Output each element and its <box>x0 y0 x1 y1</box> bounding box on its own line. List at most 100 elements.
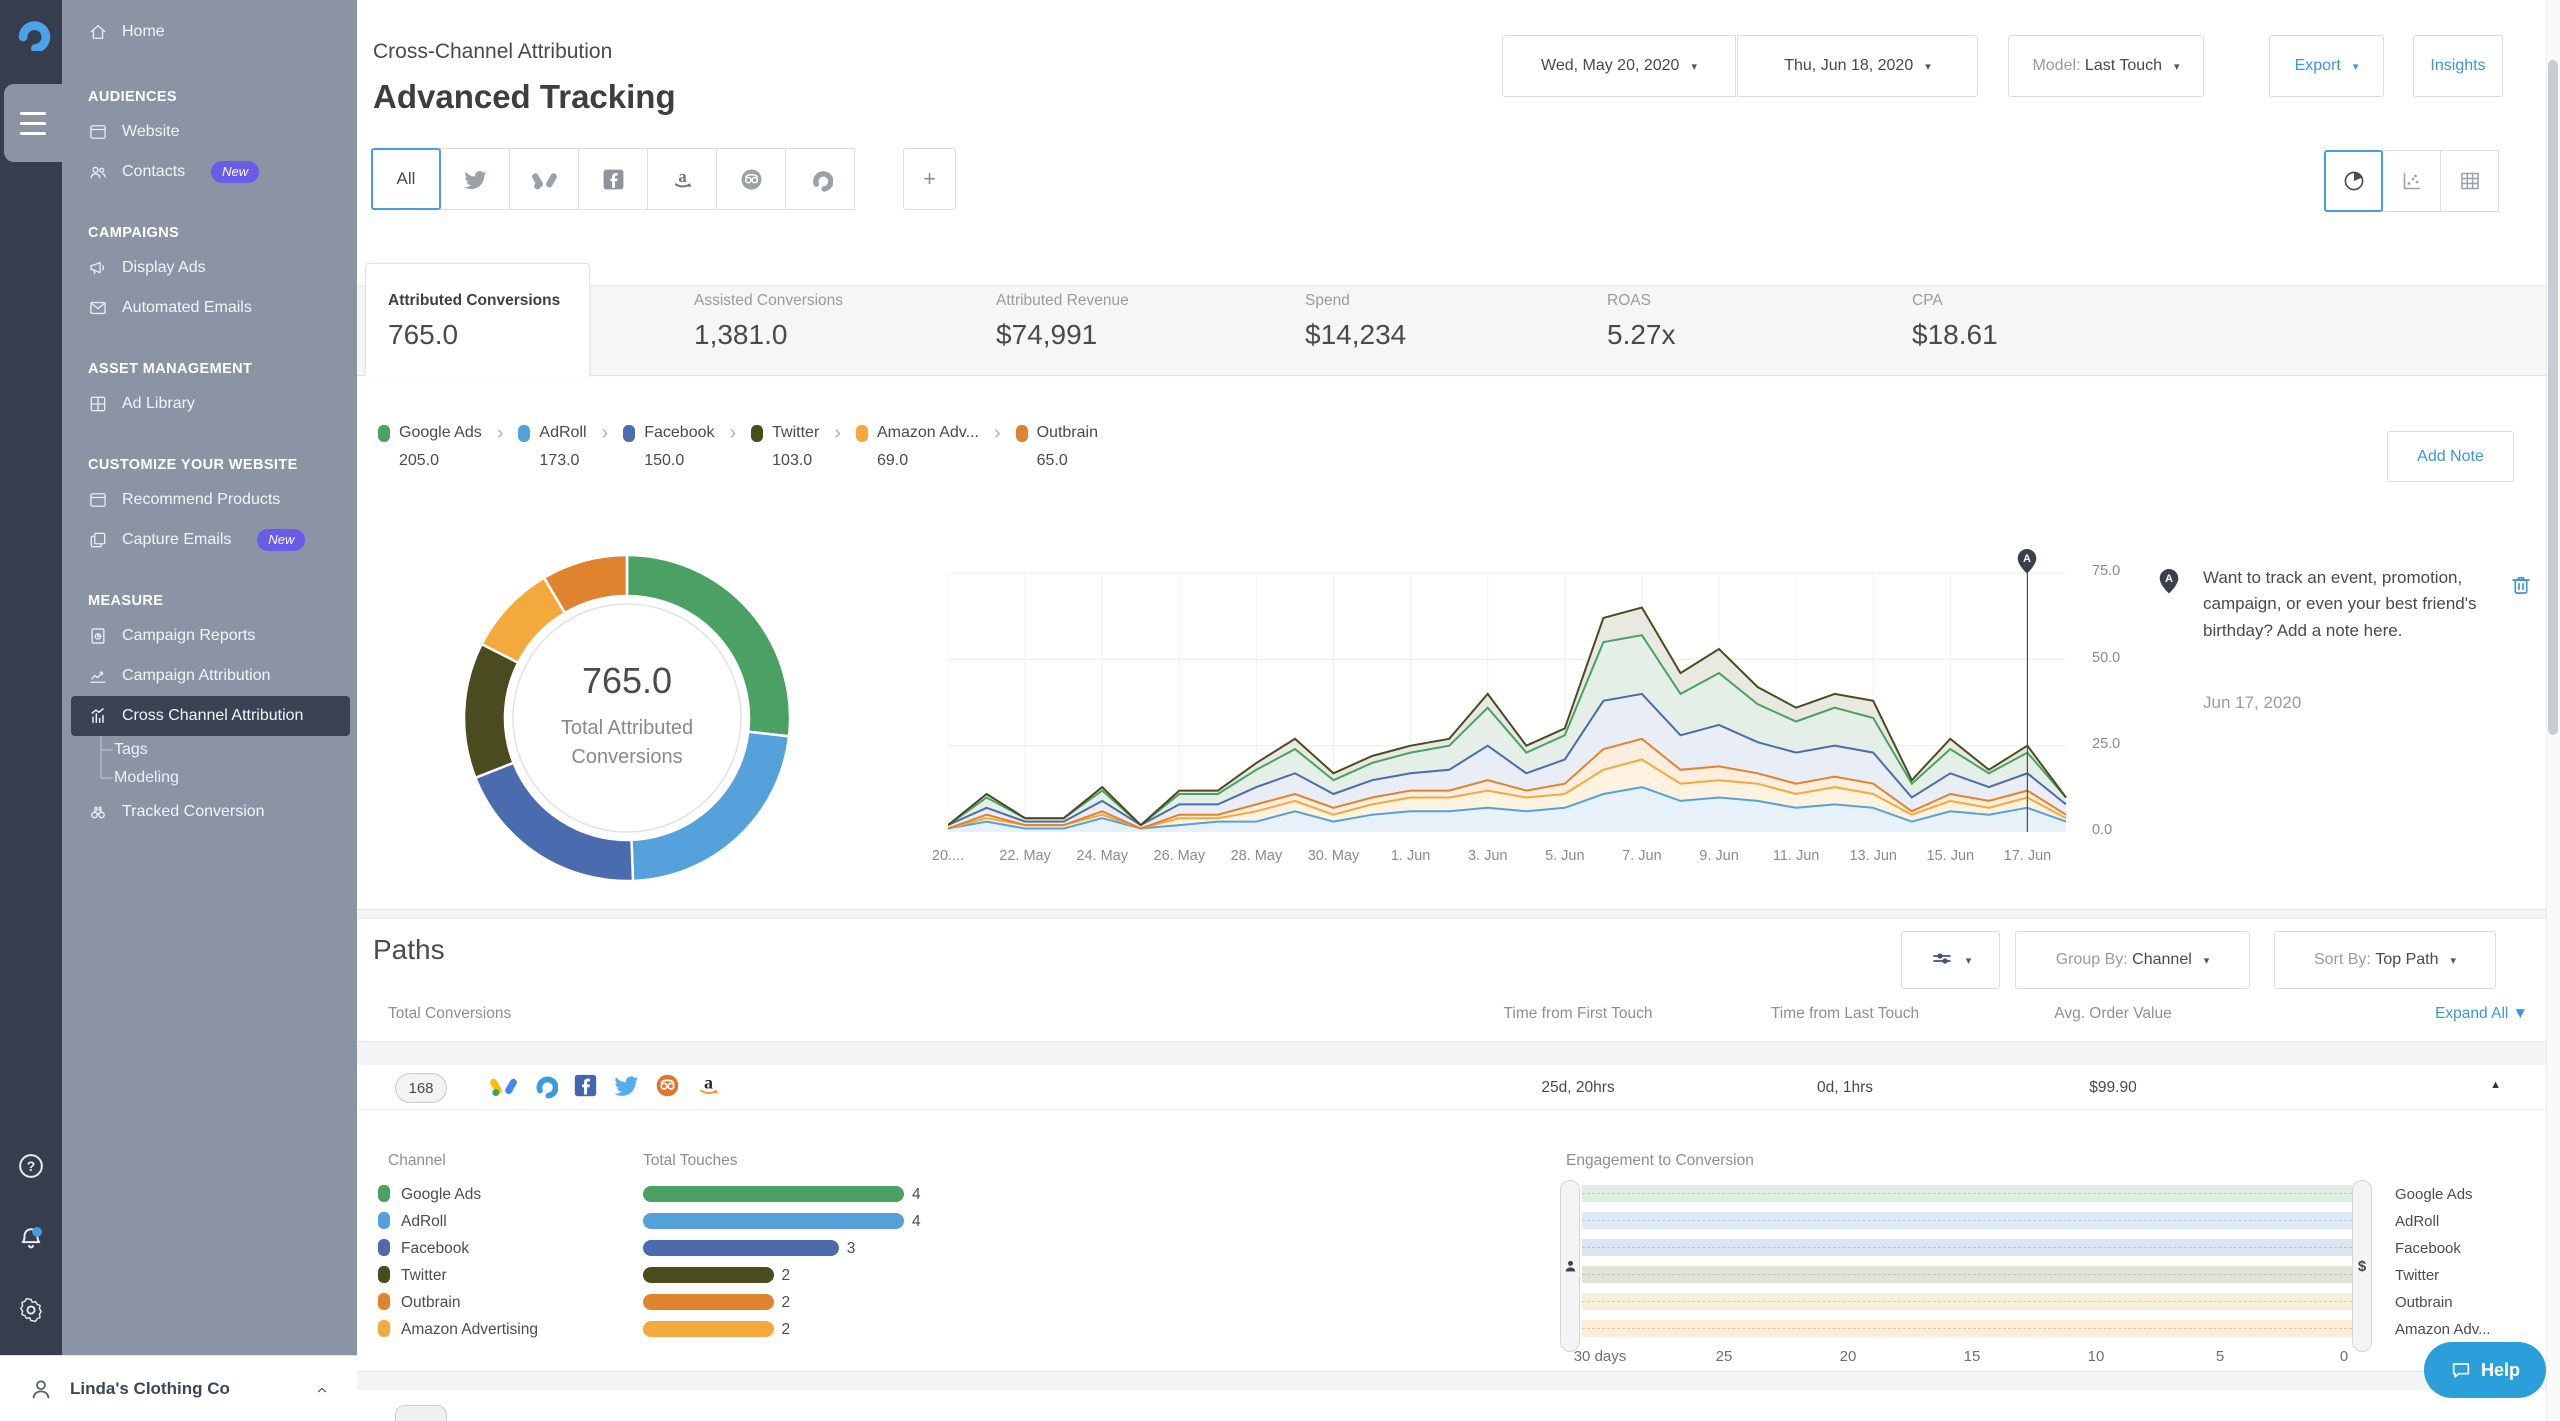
notifications-bell-icon[interactable] <box>17 1224 45 1252</box>
path-channel-icons: a <box>490 1072 722 1099</box>
breadcrumb-channel-adroll[interactable]: AdRoll173.0 <box>518 424 586 470</box>
add-note-button[interactable]: Add Note <box>2387 431 2514 482</box>
channel-tab-adroll[interactable] <box>785 148 855 210</box>
sidebar-item-label: Cross Channel Attribution <box>122 707 303 725</box>
donut-segment-twitter[interactable] <box>464 644 518 778</box>
adroll-logo-icon[interactable] <box>10 9 52 51</box>
breadcrumb-channel-amazon-adv-[interactable]: Amazon Adv...69.0 <box>856 424 979 470</box>
sidebar-item-campaign-attribution[interactable]: Campaign Attribution <box>62 656 357 696</box>
sidebar-item-tracked-conversion[interactable]: Tracked Conversion <box>62 792 357 832</box>
metric-tab-spend[interactable]: Spend$14,234 <box>1305 292 1406 351</box>
sidebar-subitem-tags[interactable]: Tags <box>62 736 357 764</box>
breadcrumb-channel-twitter[interactable]: Twitter103.0 <box>751 424 819 470</box>
annotation-pin-icon[interactable]: A <box>2015 548 2039 580</box>
engagement-chart-title: Engagement to Conversion <box>1566 1152 1754 1170</box>
view-toggle-scatter-chart[interactable] <box>2382 150 2441 212</box>
sidebar-subitem-modeling[interactable]: Modeling <box>62 764 357 792</box>
sort-by-select[interactable]: Sort By: Top Path▾ <box>2274 931 2496 989</box>
metric-tab-attributed-conversions[interactable]: Attributed Conversions765.0 <box>388 292 560 351</box>
engagement-bar-amazon-adv- <box>1582 1320 2352 1337</box>
sidebar-item-capture-emails[interactable]: Capture EmailsNew <box>62 520 357 560</box>
metric-value: $18.61 <box>1912 319 1998 351</box>
sidebar-item-recommend-products[interactable]: Recommend Products <box>62 480 357 520</box>
group-by-select[interactable]: Group By: Channel▾ <box>2015 931 2250 989</box>
metric-tab-assisted-conversions[interactable]: Assisted Conversions1,381.0 <box>694 292 843 351</box>
donut-segment-facebook[interactable] <box>475 763 633 881</box>
account-switcher[interactable]: Linda's Clothing Co <box>0 1355 357 1421</box>
engagement-right-handle[interactable]: $ <box>2352 1180 2372 1352</box>
view-toggle-table-grid[interactable] <box>2440 150 2499 212</box>
x-axis-tick: 1. Jun <box>1376 848 1446 864</box>
channel-tab-google-ads[interactable] <box>509 148 579 210</box>
sidebar-item-cross-channel-attribution[interactable]: Cross Channel Attribution <box>71 696 350 736</box>
model-select[interactable]: Model: Last Touch▾ <box>2008 35 2204 97</box>
collapse-row-icon[interactable]: ▲ <box>2490 1079 2501 1091</box>
date-end-picker[interactable]: Thu, Jun 18, 2020▾ <box>1737 35 1978 97</box>
engagement-left-handle[interactable] <box>1560 1180 1580 1352</box>
channel-color-dot <box>378 425 390 442</box>
donut-segment-adroll[interactable] <box>632 732 790 881</box>
svg-text:a: a <box>678 167 687 186</box>
help-button[interactable]: Help <box>2424 1342 2546 1398</box>
home-icon <box>88 22 108 42</box>
new-badge: New <box>257 529 305 551</box>
sidebar-item-label: Campaign Reports <box>122 627 255 645</box>
insights-button[interactable]: Insights <box>2413 35 2503 97</box>
help-circle-icon[interactable]: ? <box>17 1152 45 1180</box>
channel-column-header: Channel <box>388 1152 446 1170</box>
paths-filter-button[interactable]: ▾ <box>1901 931 2000 989</box>
envelope-icon <box>88 298 108 318</box>
sidebar-item-display-ads[interactable]: Display Ads <box>62 248 357 288</box>
caret-down-icon: ▾ <box>1966 954 1972 967</box>
scatter-chart-icon <box>2400 169 2424 193</box>
channel-tab-outbrain[interactable] <box>716 148 786 210</box>
sidebar-item-website[interactable]: Website <box>62 112 357 152</box>
metric-label: CPA <box>1912 292 1998 310</box>
nav-section-header: CUSTOMIZE YOUR WEBSITE <box>62 450 357 480</box>
channel-name-facebook: Facebook <box>401 1240 469 1258</box>
delete-note-trash-icon[interactable] <box>2509 572 2533 598</box>
sidebar-item-home[interactable]: Home <box>62 8 357 56</box>
scrollbar-thumb[interactable] <box>2548 60 2558 735</box>
breadcrumb-channel-google-ads[interactable]: Google Ads205.0 <box>378 424 482 470</box>
add-channel-button[interactable]: + <box>903 148 956 210</box>
conversions-area-chart[interactable] <box>948 555 2078 845</box>
channel-value: 103.0 <box>772 452 819 470</box>
channel-tab-all[interactable]: All <box>371 148 441 210</box>
expand-all-button[interactable]: Expand All ▼ <box>2435 1005 2528 1023</box>
sidebar-item-ad-library[interactable]: Ad Library <box>62 384 357 424</box>
date-start-picker[interactable]: Wed, May 20, 2020▾ <box>1502 35 1736 97</box>
metric-value: $14,234 <box>1305 319 1406 351</box>
engagement-x-tick: 20 <box>1813 1348 1883 1365</box>
sidebar-item-automated-emails[interactable]: Automated Emails <box>62 288 357 328</box>
path-time-first-touch: 25d, 20hrs <box>1468 1079 1688 1097</box>
metric-tab-attributed-revenue[interactable]: Attributed Revenue$74,991 <box>996 292 1129 351</box>
metric-tab-cpa[interactable]: CPA $18.61 <box>1912 292 1998 351</box>
donut-segment-google-ads[interactable] <box>627 555 790 736</box>
sidebar-item-contacts[interactable]: ContactsNew <box>62 152 357 192</box>
channel-tab-facebook[interactable] <box>578 148 648 210</box>
sidebar-item-label: Campaign Attribution <box>122 667 271 685</box>
browser-window-icon <box>88 122 108 142</box>
channel-name: Google Ads <box>399 424 482 442</box>
add-note-label: Add Note <box>2417 448 2484 466</box>
sidebar-collapse-flap[interactable] <box>4 84 62 162</box>
y-axis-tick: 25.0 <box>2092 736 2120 752</box>
view-toggle-pie-chart[interactable] <box>2324 150 2383 212</box>
sidebar-item-campaign-reports[interactable]: Campaign Reports <box>62 616 357 656</box>
export-button[interactable]: Export▾ <box>2269 35 2384 97</box>
left-rail: ? <box>0 0 62 1355</box>
metric-tab-roas[interactable]: ROAS5.27x <box>1607 292 1676 351</box>
breadcrumb-channel-facebook[interactable]: Facebook150.0 <box>623 424 714 470</box>
breadcrumb-channel-outbrain[interactable]: Outbrain65.0 <box>1016 424 1098 470</box>
metric-value: 765.0 <box>388 319 560 351</box>
channel-tab-twitter[interactable] <box>440 148 510 210</box>
attribution-donut-chart[interactable] <box>457 548 797 888</box>
note-pin-icon[interactable]: A <box>2157 568 2181 600</box>
settings-gear-icon[interactable] <box>17 1296 45 1324</box>
channel-tab-amazon[interactable]: a <box>647 148 717 210</box>
breadcrumb-item-top: AdRoll <box>518 424 586 442</box>
column-time-first-touch: Time from First Touch <box>1468 1005 1688 1023</box>
sidebar-subitem-label: Modeling <box>114 769 179 787</box>
hamburger-icon <box>20 112 46 135</box>
